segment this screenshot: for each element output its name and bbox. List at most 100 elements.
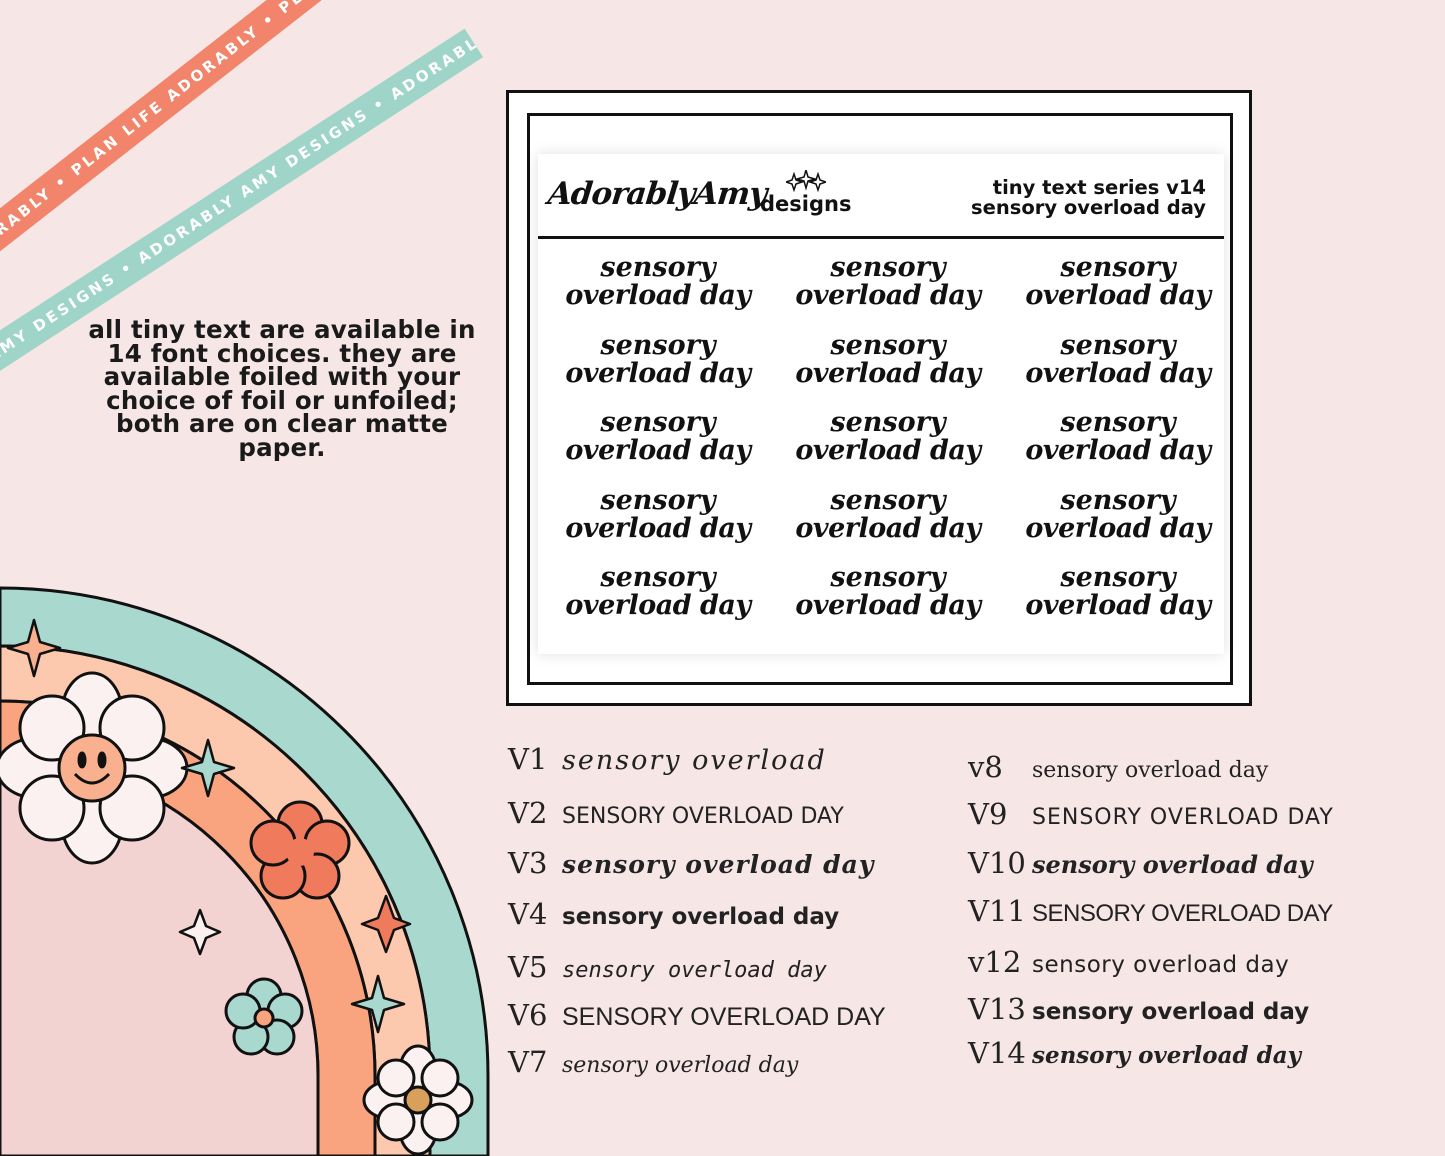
- series-title-line2: sensory overload day: [971, 196, 1206, 219]
- sticker-line2: overload day: [1025, 435, 1211, 466]
- sticker-line2: overload day: [565, 435, 751, 466]
- font-option-v10: V10 sensory overload day: [968, 846, 1313, 880]
- font-option-v2: V2 SENSORY OVERLOAD DAY: [508, 796, 844, 830]
- sticker-line1: sensory: [600, 484, 716, 516]
- sticker-sensory-overload-day: sensory overload day: [1013, 564, 1223, 620]
- font-sample-text: SENSORY OVERLOAD DAY: [1032, 900, 1333, 927]
- sticker-line2: overload day: [565, 512, 751, 544]
- sticker-sensory-overload-day: sensory overload day: [553, 484, 763, 544]
- font-option-v9: V9 SENSORY OVERLOAD DAY: [968, 797, 1334, 831]
- sticker-line2: overload day: [795, 512, 981, 544]
- font-version-label: V4: [508, 897, 548, 931]
- font-sample-text: sensory overload day: [562, 1053, 799, 1078]
- sticker-sheet-frame: AdorablyAmy designs tiny text series v14…: [527, 113, 1233, 685]
- rainbow-illustration: [0, 586, 490, 1156]
- sheet-header: AdorablyAmy designs tiny text series v14…: [538, 154, 1224, 239]
- font-version-label: V6: [508, 998, 548, 1032]
- font-sample-text: sensory overload day: [562, 904, 840, 930]
- sticker-line1: sensory: [1060, 562, 1176, 593]
- daisy-icon: [362, 1044, 474, 1156]
- sticker-line1: sensory: [830, 484, 946, 516]
- sticker-sensory-overload-day: sensory overload day: [783, 409, 993, 465]
- sticker-line2: overload day: [565, 280, 751, 311]
- sparkle-icon: [350, 974, 406, 1034]
- sticker-line1: sensory: [1060, 484, 1176, 516]
- sticker-line1: sensory: [830, 252, 946, 283]
- sparkle-icon: [6, 618, 62, 678]
- font-option-v3: V3 sensory overload day: [508, 846, 874, 880]
- font-sample-text: sensory overload day: [1032, 952, 1290, 978]
- font-sample-text: SENSORY OVERLOAD DAY: [562, 1003, 886, 1031]
- sticker-line2: overload day: [1025, 357, 1211, 389]
- sticker-sensory-overload-day: sensory overload day: [1013, 409, 1223, 465]
- sticker-line1: sensory: [600, 252, 716, 283]
- sticker-line2: overload day: [565, 590, 751, 621]
- flower-icon: [224, 977, 304, 1056]
- sticker-sheet: AdorablyAmy designs tiny text series v14…: [538, 154, 1224, 654]
- sticker-line1: sensory: [600, 329, 716, 361]
- font-version-label: V5: [508, 950, 548, 984]
- series-title-line1: tiny text series v14: [992, 176, 1206, 199]
- font-sample-text: sensory overload day: [562, 850, 875, 879]
- sticker-line1: sensory: [830, 329, 946, 361]
- sticker-sensory-overload-day: sensory overload day: [553, 564, 763, 620]
- sticker-sensory-overload-day: sensory overload day: [553, 254, 763, 310]
- sticker-line2: overload day: [1025, 280, 1211, 311]
- sticker-line1: sensory: [830, 562, 946, 593]
- font-version-label: V7: [508, 1045, 548, 1079]
- font-sample-text: sensory overload day: [562, 958, 827, 983]
- sticker-line2: overload day: [795, 435, 981, 466]
- sticker-line1: sensory: [600, 562, 716, 593]
- font-sample-text: SENSORY OVERLOAD DAY: [1032, 805, 1334, 830]
- font-option-v5: V5 sensory overload day: [508, 950, 827, 984]
- sparkle-icon: [786, 170, 826, 192]
- sticker-line2: overload day: [795, 590, 981, 621]
- flower-icon: [249, 800, 351, 900]
- sticker-sensory-overload-day: sensory overload day: [783, 329, 993, 389]
- font-sample-text: sensory overload: [562, 745, 827, 776]
- font-version-label: V14: [968, 1036, 1026, 1070]
- star-icon: [360, 894, 412, 954]
- sticker-line2: overload day: [565, 357, 751, 389]
- font-version-label: v8: [968, 750, 1003, 784]
- sticker-line2: overload day: [1025, 512, 1211, 544]
- sticker-sensory-overload-day: sensory overload day: [1013, 484, 1223, 544]
- font-version-label: V9: [968, 797, 1008, 831]
- font-version-label: V11: [968, 894, 1026, 928]
- font-sample-text: sensory overload day: [1032, 850, 1313, 879]
- font-option-v1: V1 sensory overload: [508, 742, 827, 776]
- brand-logo-designs: designs: [760, 192, 852, 216]
- sticker-sensory-overload-day: sensory overload day: [553, 329, 763, 389]
- font-sample-text: sensory overload day: [1032, 999, 1310, 1025]
- sticker-sensory-overload-day: sensory overload day: [553, 409, 763, 465]
- font-version-label: v12: [968, 945, 1022, 979]
- sparkle-icon: [178, 908, 222, 956]
- sparkle-icon: [180, 738, 236, 798]
- font-sample-text: sensory overload day: [1032, 1042, 1301, 1069]
- brand-logo-script: AdorablyAmy: [546, 176, 769, 212]
- product-description: all tiny text are available in 14 font c…: [88, 315, 476, 462]
- sticker-sensory-overload-day: sensory overload day: [783, 484, 993, 544]
- font-option-v6: V6 SENSORY OVERLOAD DAY: [508, 998, 886, 1032]
- font-option-v12: v12 sensory overload day: [968, 945, 1289, 979]
- font-version-label: V10: [968, 846, 1026, 880]
- font-option-v4: V4 sensory overload day: [508, 897, 839, 931]
- font-sample-text: sensory overload day: [1032, 758, 1269, 783]
- sticker-line1: sensory: [830, 407, 946, 438]
- sticker-line1: sensory: [1060, 252, 1176, 283]
- sticker-sensory-overload-day: sensory overload day: [783, 564, 993, 620]
- smiley-daisy-icon: [0, 671, 189, 865]
- font-version-label: V2: [508, 796, 548, 830]
- sticker-sensory-overload-day: sensory overload day: [1013, 254, 1223, 310]
- sticker-sensory-overload-day: sensory overload day: [783, 254, 993, 310]
- sticker-line2: overload day: [795, 357, 981, 389]
- font-sample-text: SENSORY OVERLOAD DAY: [562, 804, 844, 829]
- sticker-line1: sensory: [1060, 407, 1176, 438]
- font-version-label: V1: [508, 742, 548, 776]
- font-option-v14: V14 sensory overload day: [968, 1036, 1301, 1070]
- font-option-v13: V13 sensory overload day: [968, 992, 1309, 1026]
- font-version-label: V13: [968, 992, 1026, 1026]
- font-version-label: V3: [508, 846, 548, 880]
- sticker-line2: overload day: [795, 280, 981, 311]
- sticker-line1: sensory: [1060, 329, 1176, 361]
